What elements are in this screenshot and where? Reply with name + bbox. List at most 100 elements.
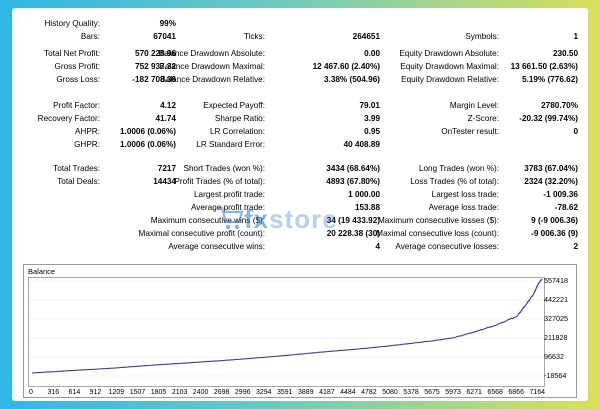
x-tick-label: 4782 xyxy=(361,389,377,396)
x-tick-label: 6866 xyxy=(508,389,524,396)
recovery-factor-label: Recovery Factor: xyxy=(37,114,100,123)
x-tick-label: 614 xyxy=(68,389,81,396)
maximal-consec-loss-value: -9 006.36 (9) xyxy=(531,229,578,238)
x-tick-label: 4484 xyxy=(340,389,356,396)
y-tick-label: 96632 xyxy=(544,352,564,361)
cart-icon xyxy=(217,206,244,230)
history-quality-value: 99% xyxy=(159,19,176,28)
maximal-consec-profit-value: 20 228.38 (30) xyxy=(326,229,380,238)
balance-plot xyxy=(29,278,544,377)
x-tick-label: 0 xyxy=(29,389,33,396)
z-score-value: -20.32 (99.74%) xyxy=(519,114,578,123)
x-tick-label: 5675 xyxy=(424,389,440,396)
lr-correlation-value: 0.95 xyxy=(364,127,380,136)
x-tick-label: 4187 xyxy=(319,389,335,396)
total-net-profit-label: Total Net Profit: xyxy=(44,49,100,58)
profit-factor-value: 4.12 xyxy=(160,101,176,110)
y-tick-label: 211828 xyxy=(544,333,568,342)
profit-trades-label: Profit Trades (% of total): xyxy=(174,177,265,186)
z-score-label: Z-Score: xyxy=(467,114,499,123)
maximal-consec-profit-label: Maximal consecutive profit (count): xyxy=(138,229,266,238)
x-tick-label: 3889 xyxy=(298,389,314,396)
balance-dd-rel-value: 3.38% (504.96) xyxy=(324,75,380,84)
ticks-value: 264651 xyxy=(352,32,380,41)
x-tick-label: 2103 xyxy=(171,389,188,396)
x-tick-label: 5973 xyxy=(445,389,461,396)
balance-dd-rel-label: Balance Drawdown Relative: xyxy=(160,75,265,84)
equity-dd-max-value: 13 661.50 (2.63%) xyxy=(510,62,578,71)
avg-profit-label: Average profit trade: xyxy=(190,203,265,212)
x-tick-label: 5080 xyxy=(382,389,398,396)
long-trades-label: Long Trades (won %): xyxy=(418,164,499,173)
balance-chart: Balance 557418 442221 327025 211828 96632 -18… xyxy=(23,264,577,398)
x-tick-label: 2400 xyxy=(192,389,209,396)
largest-profit-value: 1 000.00 xyxy=(348,190,380,199)
margin-level-label: Margin Level: xyxy=(449,101,499,110)
lr-std-error-value: 40 408.89 xyxy=(343,140,380,149)
short-trades-value: 3434 (68.64%) xyxy=(326,164,380,173)
max-consec-wins-value: 34 (19 433.92) xyxy=(326,216,380,225)
x-tick-label: 1805 xyxy=(150,389,167,396)
gross-loss-value: -182 708.36 xyxy=(132,75,176,84)
ghpr-value: 1.0006 (0.06%) xyxy=(120,140,176,149)
x-tick-label: 1507 xyxy=(129,389,146,396)
expected-payoff-label: Expected Payoff: xyxy=(203,101,265,110)
x-tick-label: 3591 xyxy=(276,389,293,396)
gross-profit-label: Gross Profit: xyxy=(54,62,101,71)
y-tick-label: -18564 xyxy=(544,371,567,380)
expected-payoff-value: 79.01 xyxy=(359,101,381,110)
ontester-label: OnTester result: xyxy=(441,127,499,136)
x-tick-label: 3294 xyxy=(255,389,272,396)
avg-consec-losses-value: 2 xyxy=(573,242,578,251)
max-consec-losses-label: Maximum consecutive losses ($): xyxy=(377,216,499,225)
maximal-consec-loss-label: Maximal consecutive loss (count): xyxy=(376,229,499,238)
long-trades-value: 3783 (67.04%) xyxy=(524,164,578,173)
lr-std-error-label: LR Standard Error: xyxy=(196,140,265,149)
equity-dd-max-label: Equity Drawdown Maximal: xyxy=(400,62,499,71)
avg-consec-wins-label: Average consecutive wins: xyxy=(168,242,265,251)
max-consec-wins-label: Maximum consecutive wins ($): xyxy=(150,216,265,225)
equity-dd-rel-label: Equity Drawdown Relative: xyxy=(401,75,499,84)
balance-dd-max-value: 12 467.60 (2.40%) xyxy=(312,62,380,71)
total-net-profit-value: 570 228.96 xyxy=(135,49,176,58)
profit-factor-label: Profit Factor: xyxy=(53,101,100,110)
avg-loss-value: -78.62 xyxy=(554,203,578,212)
total-trades-value: 7217 xyxy=(157,164,176,173)
loss-trades-value: 2324 (32.20%) xyxy=(524,177,578,186)
plot-area xyxy=(28,277,545,387)
avg-consec-wins-value: 4 xyxy=(375,242,380,251)
max-consec-losses-value: 9 (-9 006.36) xyxy=(531,216,578,225)
ticks-label: Ticks: xyxy=(243,32,265,41)
balance-dd-abs-label: Balance Drawdown Absolute: xyxy=(158,49,265,58)
sharpe-ratio-label: Sharpe Ratio: xyxy=(214,114,265,123)
largest-loss-label: Largest loss trade: xyxy=(431,190,499,199)
balance-dd-max-label: Balance Drawdown Maximal: xyxy=(159,62,265,71)
y-tick-label: 557418 xyxy=(544,276,568,285)
x-tick-label: 5378 xyxy=(403,389,419,396)
symbols-value: 1 xyxy=(573,32,578,41)
largest-loss-value: -1 009.36 xyxy=(543,190,578,199)
ahpr-value: 1.0006 (0.06%) xyxy=(120,127,176,136)
avg-loss-label: Average loss trade: xyxy=(428,203,499,212)
total-trades-label: Total Trades: xyxy=(53,164,100,173)
total-deals-value: 14434 xyxy=(153,177,176,186)
x-tick-label: 6568 xyxy=(487,389,503,396)
margin-level-value: 2780.70% xyxy=(541,101,578,110)
ghpr-label: GHPR: xyxy=(74,140,100,149)
avg-profit-value: 153.88 xyxy=(354,203,380,212)
equity-dd-abs-label: Equity Drawdown Absolute: xyxy=(399,49,499,58)
history-quality-label: History Quality: xyxy=(44,19,100,28)
loss-trades-label: Loss Trades (% of total): xyxy=(410,177,499,186)
gross-profit-value: 752 937.32 xyxy=(135,62,176,71)
symbols-label: Symbols: xyxy=(465,32,499,41)
avg-consec-losses-label: Average consecutive losses: xyxy=(395,242,499,251)
chart-title: Balance xyxy=(28,267,56,276)
y-tick-label: 327025 xyxy=(544,314,568,323)
x-tick-label: 2996 xyxy=(234,389,251,396)
lr-correlation-label: LR Correlation: xyxy=(209,127,265,136)
x-tick-label: 2698 xyxy=(213,389,230,396)
gross-loss-label: Gross Loss: xyxy=(56,75,100,84)
balance-line xyxy=(31,278,543,374)
ontester-value: 0 xyxy=(573,127,578,136)
largest-profit-label: Largest profit trade: xyxy=(194,190,265,199)
